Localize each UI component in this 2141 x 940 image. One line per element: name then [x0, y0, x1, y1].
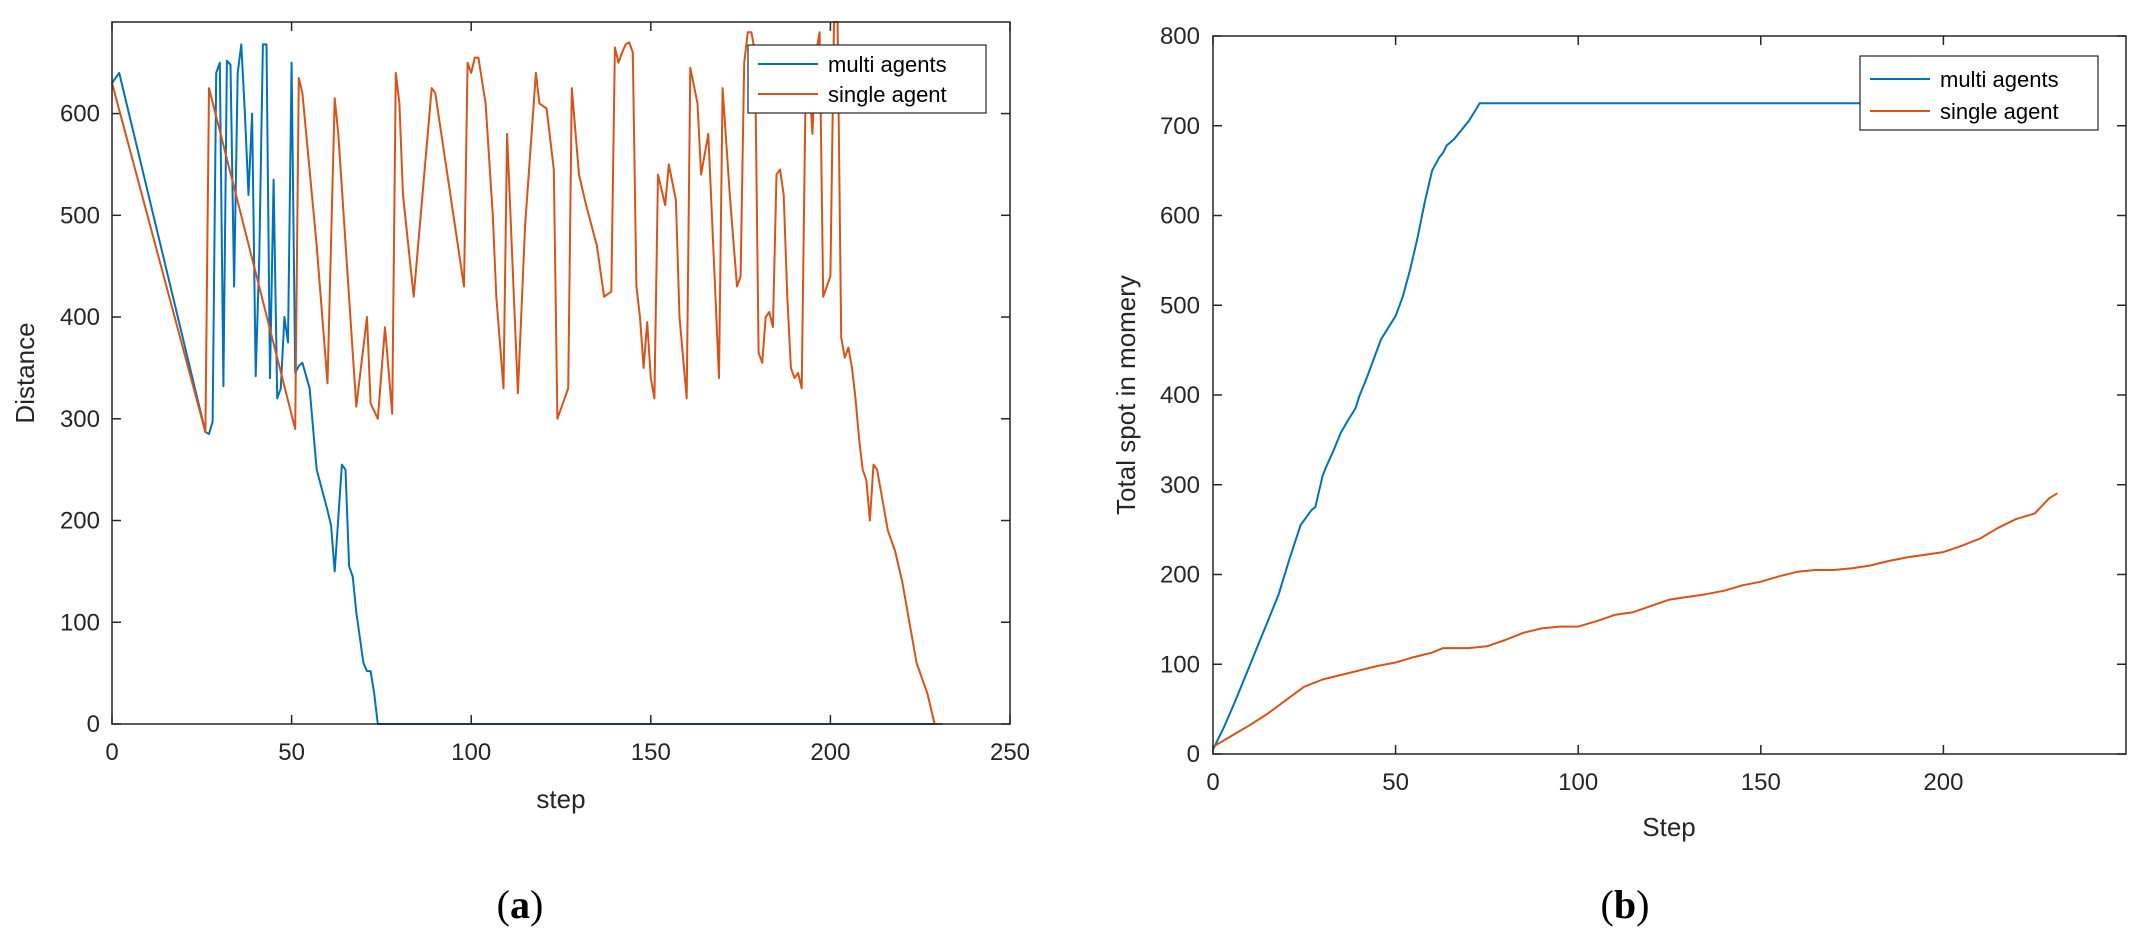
y-tick-label: 200	[60, 508, 100, 535]
x-tick-label: 0	[1206, 769, 1219, 796]
y-axis-label-b: Total spot in momery	[1111, 275, 1141, 515]
panel-label-a: a	[510, 882, 530, 927]
legend-label-multi-b: multi agents	[1940, 67, 2059, 92]
x-tick-label: 200	[810, 739, 850, 766]
legend-label-single-b: single agent	[1940, 99, 2059, 124]
y-tick-label: 300	[1160, 472, 1200, 499]
axes-box-b	[1212, 35, 2127, 755]
y-tick-label: 400	[1160, 382, 1200, 409]
legend-box-a	[747, 44, 987, 114]
y-tick-label: 200	[1160, 562, 1200, 589]
y-tick-label: 500	[60, 202, 100, 229]
y-tick-label: 700	[1160, 113, 1200, 140]
axes-box-a	[111, 21, 1011, 725]
y-tick-label: 800	[1160, 23, 1200, 50]
x-tick-label: 0	[105, 739, 118, 766]
panel-b: 0 50 100 150 200 0 100 200 300 400 500 600 700 800 St…	[1111, 23, 2127, 927]
plot-area-a	[112, 22, 1010, 724]
series-line-multi-agents	[1212, 102, 2058, 751]
legend-a: multi agents single agent	[747, 44, 987, 114]
legend-box-b	[1859, 55, 2099, 131]
y-tick-label: 600	[1160, 203, 1200, 230]
y-tick-label: 400	[60, 304, 100, 331]
x-tick-label: 100	[451, 739, 491, 766]
x-axis-label-b: Step	[1642, 812, 1696, 842]
legend-b: multi agents single agent	[1859, 55, 2099, 131]
x-axis-label-a: step	[536, 784, 585, 814]
y-tick-label: 100	[1160, 651, 1200, 678]
y-tick-label: 0	[87, 711, 100, 738]
y-tick-label: 600	[60, 101, 100, 128]
y-tick-label: 500	[1160, 292, 1200, 319]
x-tick-label: 150	[631, 739, 671, 766]
y-tick-label: 100	[60, 609, 100, 636]
x-tick-label: 250	[990, 739, 1030, 766]
tick-layer-a: 0 50 100 150 200 250 0 100 200 300 400 500 600	[60, 22, 1030, 766]
x-tick-label: 150	[1741, 769, 1781, 796]
legend-label-multi-a: multi agents	[828, 52, 947, 77]
x-tick-label: 50	[1382, 769, 1409, 796]
y-tick-label: 0	[1187, 741, 1200, 768]
legend-label-single-a: single agent	[828, 82, 947, 107]
tick-layer-b: 0 50 100 150 200 0 100 200 300 400 500 600 700 800	[1160, 23, 2126, 796]
y-axis-label-a: Distance	[10, 322, 40, 423]
y-tick-label: 300	[60, 406, 100, 433]
x-tick-label: 200	[1923, 769, 1963, 796]
panel-label-b: b	[1614, 882, 1636, 927]
x-tick-label: 100	[1558, 769, 1598, 796]
x-tick-label: 50	[278, 739, 305, 766]
panel-caption-b: (b)	[1601, 882, 1650, 927]
plot-area-b	[1213, 36, 2126, 754]
series-line-single-agent	[1212, 492, 2058, 748]
series-line-multi-agents	[111, 43, 943, 725]
panel-caption-a: (a)	[497, 882, 544, 927]
series-layer-b	[1212, 102, 2058, 751]
